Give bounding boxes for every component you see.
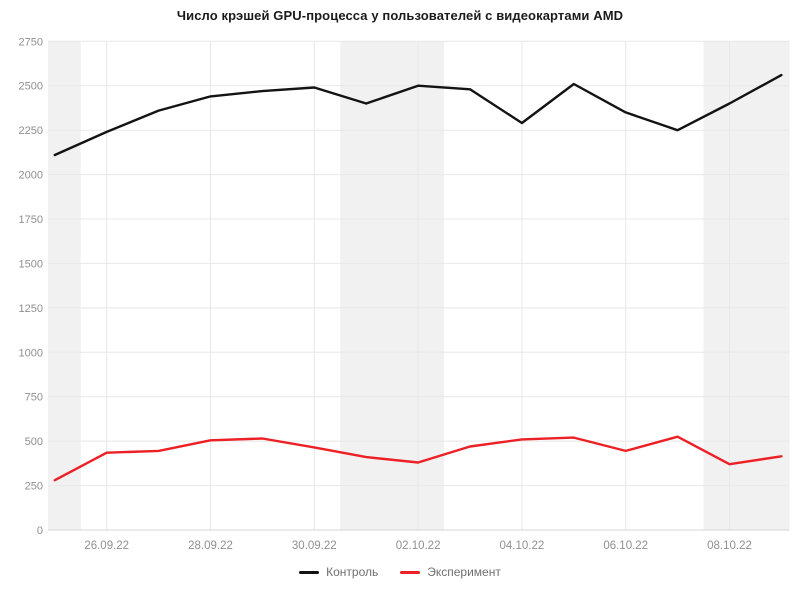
weekend-band bbox=[340, 41, 445, 531]
legend-label-experiment: Эксперимент bbox=[427, 565, 501, 579]
y-tick-label: 1000 bbox=[19, 347, 43, 359]
chart-legend: Контроль Эксперимент bbox=[0, 566, 800, 578]
legend-label-control: Контроль bbox=[326, 565, 379, 579]
weekend-band bbox=[48, 41, 81, 531]
y-tick-label: 2750 bbox=[19, 36, 43, 48]
x-tick-label: 04.10.22 bbox=[500, 540, 545, 552]
y-tick-label: 500 bbox=[25, 436, 43, 448]
y-tick-label: 1500 bbox=[19, 258, 43, 270]
experiment-line-swatch bbox=[400, 570, 421, 574]
legend-item-experiment[interactable]: Эксперимент bbox=[400, 566, 501, 578]
y-tick-label: 1750 bbox=[19, 214, 43, 226]
experiment-series-line bbox=[53, 435, 783, 482]
y-tick-label: 0 bbox=[37, 525, 43, 537]
weekend-band bbox=[703, 41, 790, 531]
chart-canvas: 0 250 500 750 1000 1250 1500 1750 2000 2250 2500 27… bbox=[19, 36, 790, 552]
x-tick-label: 28.09.22 bbox=[188, 540, 233, 552]
y-tick-label: 250 bbox=[25, 481, 43, 493]
y-tick-label: 2000 bbox=[19, 170, 43, 182]
x-tick-label: 30.09.22 bbox=[292, 540, 337, 552]
y-tick-label: 2500 bbox=[19, 81, 43, 93]
x-tick-label: 06.10.22 bbox=[603, 540, 648, 552]
y-tick-label: 750 bbox=[25, 392, 43, 404]
control-series-line bbox=[53, 73, 783, 157]
x-tick-label: 26.09.22 bbox=[84, 540, 129, 552]
y-tick-label: 2250 bbox=[19, 125, 43, 137]
x-tick-label: 08.10.22 bbox=[707, 540, 752, 552]
x-tick-label: 02.10.22 bbox=[396, 540, 441, 552]
y-tick-label: 1250 bbox=[19, 303, 43, 315]
control-line-swatch bbox=[299, 570, 320, 574]
legend-item-control[interactable]: Контроль bbox=[299, 566, 378, 578]
chart-title: Число крэшей GPU-процесса у пользователе… bbox=[176, 8, 624, 23]
